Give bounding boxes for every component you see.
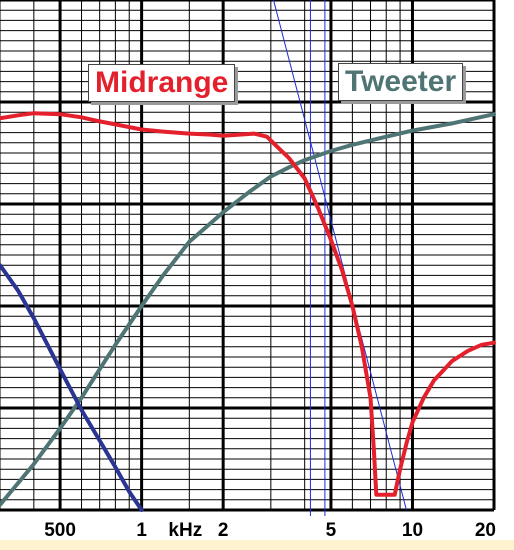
tick-label: kHz: [168, 520, 202, 541]
x-axis-tick-labels: 500 1 kHz 2 5 10 20: [44, 520, 496, 541]
legend-midrange-label: Midrange: [95, 66, 229, 99]
series-low-line: [0, 263, 144, 512]
tick-label: 10: [402, 520, 423, 541]
bottom-strip: [0, 540, 514, 550]
reference-guides: [272, 0, 407, 516]
tick-label: 1: [136, 520, 147, 541]
guide-slope-line: [272, 0, 407, 511]
tick-label: 500: [44, 520, 76, 541]
legend-tweeter-label: Tweeter: [345, 65, 457, 98]
tick-label: 2: [218, 520, 229, 541]
tick-label: 20: [475, 520, 496, 541]
legend-midrange: Midrange: [88, 64, 236, 102]
series-tweeter-line: [0, 112, 496, 507]
tick-label: 5: [326, 520, 337, 541]
series-midrange-line: [0, 111, 496, 497]
legend-tweeter: Tweeter: [338, 63, 464, 101]
response-curves: [0, 111, 496, 512]
